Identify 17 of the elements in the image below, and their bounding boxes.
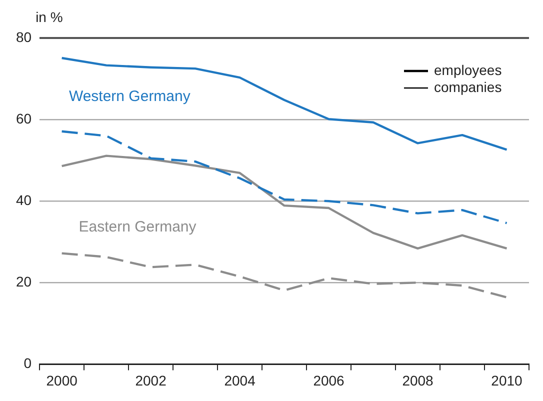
y-tick-label: 0 — [24, 355, 32, 372]
annotation: Eastern Germany — [78, 218, 197, 236]
x-tick-label: 2000 — [46, 372, 78, 388]
y-tick-label: 40 — [16, 192, 32, 208]
x-tick-label: 2006 — [313, 372, 345, 388]
line-series — [60, 252, 508, 298]
y-tick-label: 80 — [16, 28, 32, 45]
y-axis-title: in % — [36, 9, 63, 25]
x-tick-label: 2002 — [135, 372, 167, 388]
x-tick-label: 2008 — [402, 372, 434, 388]
x-tick-label: 2004 — [224, 372, 256, 388]
annotation: Western Germany — [68, 88, 191, 105]
y-tick-label: 20 — [16, 274, 32, 290]
y-tick-label: 60 — [16, 110, 32, 126]
annotation: employees — [434, 62, 502, 78]
x-tick-label: 2010 — [491, 372, 523, 388]
annotation: companies — [434, 78, 502, 95]
